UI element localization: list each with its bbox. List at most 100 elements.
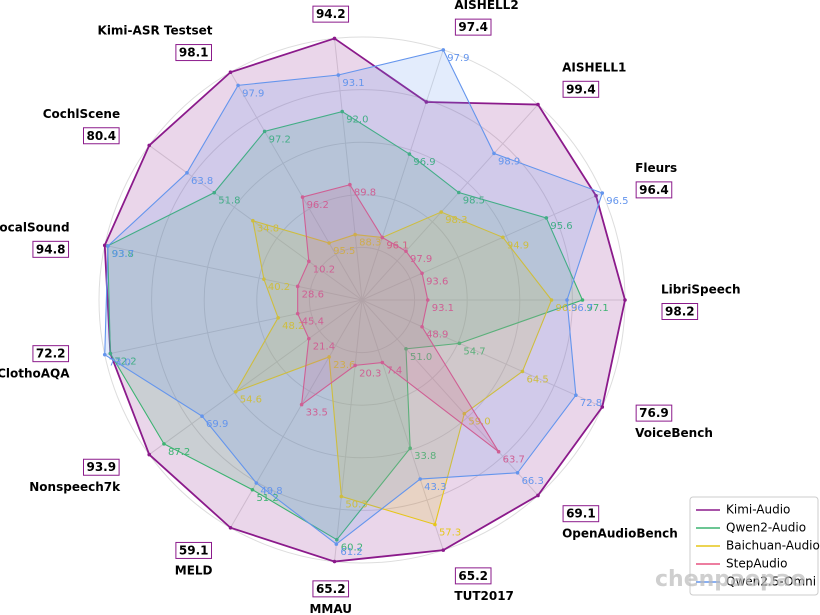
value-label: 64.5 [526,374,548,385]
value-label: 54.6 [240,395,262,406]
point [262,129,267,134]
point [574,393,578,398]
grid-spoke [230,71,363,301]
value-label: 92.0 [346,115,368,126]
value-label: 23.6 [333,360,355,371]
value-label: 93.6 [426,276,448,287]
value-label: 72.2 [114,356,136,367]
value-label: 72.8 [580,398,602,409]
watermark: chenpaopao [655,567,806,592]
point [336,73,341,77]
legend-label: Qwen2-Audio [726,521,806,535]
value-label: 20.3 [359,368,381,379]
value-label: 21.4 [313,342,335,353]
category-label: Fleurs [635,161,677,175]
point [380,235,385,240]
grid-spoke [361,299,603,408]
value-label: 96.7 [571,303,593,314]
value-label: 76.9 [639,406,669,420]
value-label: 10.2 [313,264,335,275]
point [299,402,304,407]
point [250,487,255,492]
value-box [32,345,70,363]
value-label: 72.2 [36,347,66,361]
series-area [104,49,603,545]
value-box [175,541,212,559]
value-label: 51.0 [410,352,432,363]
value-label: 48.9 [426,330,448,341]
point [404,347,408,351]
point [420,324,424,329]
value-label: 96.1 [386,240,408,251]
point [327,355,331,359]
category-label: TUT2017 [454,589,514,603]
category-label: OpenAudioBench [562,527,678,541]
value-label: 80.4 [86,129,116,143]
point [536,493,540,498]
value-label: 33.8 [414,451,436,462]
category-label: ClothoAQA [0,367,70,381]
value-label: 87.2 [168,447,190,458]
value-box [661,303,699,320]
value-label: 60.2 [341,543,363,554]
value-label: 97.1 [586,303,608,314]
value-label: 65.2 [458,569,488,583]
value-box [635,404,673,422]
value-box [82,127,120,145]
category-label: VoiceBench [635,426,713,440]
series-area [297,184,500,453]
value-box [562,505,600,523]
point [515,470,520,475]
point [418,477,422,481]
point [228,70,233,75]
value-label: 96.3 [556,303,578,314]
point [404,249,408,253]
value-label: 98.3 [445,215,467,226]
category-label: AISHELL2 [454,0,518,12]
point [332,559,337,564]
point [228,525,233,530]
value-label: 97.4 [458,20,488,34]
value-label: 93.9 [86,460,116,474]
point [335,537,339,542]
point [420,271,424,276]
value-label: 34.8 [257,224,279,235]
grid-spoke [148,299,363,455]
value-label: 88.3 [359,238,381,249]
value-label: 95.6 [550,221,572,232]
value-label: 98.2 [665,305,695,319]
point [339,494,344,499]
point [102,243,107,248]
point [262,277,266,281]
value-label: 50.3 [345,499,367,510]
value-label: 73.0 [109,358,131,369]
point [185,171,189,175]
value-label: 40.2 [268,282,290,293]
value-box [32,240,70,258]
point [457,341,462,346]
value-label: 28.6 [302,289,324,300]
point [433,522,437,527]
point [332,36,337,41]
value-label: 69.1 [566,507,596,521]
value-label: 94.8 [36,242,66,256]
point [380,360,385,365]
point [147,143,152,148]
value-box [635,181,673,199]
value-label: 59.0 [468,417,490,428]
legend-label: Qwen2.5-Omni [726,575,816,589]
point [462,411,467,416]
series-area [103,37,626,563]
value-label: 54.7 [463,346,485,357]
value-label: 66.3 [522,476,544,487]
grid-spoke [361,49,444,301]
grid-spoke [148,145,363,301]
category-label: CochlScene [43,107,120,121]
point [441,548,446,552]
value-box [312,580,350,598]
point [424,100,429,104]
value-label: 57.3 [439,527,461,538]
point [200,414,204,419]
point [295,284,300,289]
value-label: 89.8 [354,188,376,199]
